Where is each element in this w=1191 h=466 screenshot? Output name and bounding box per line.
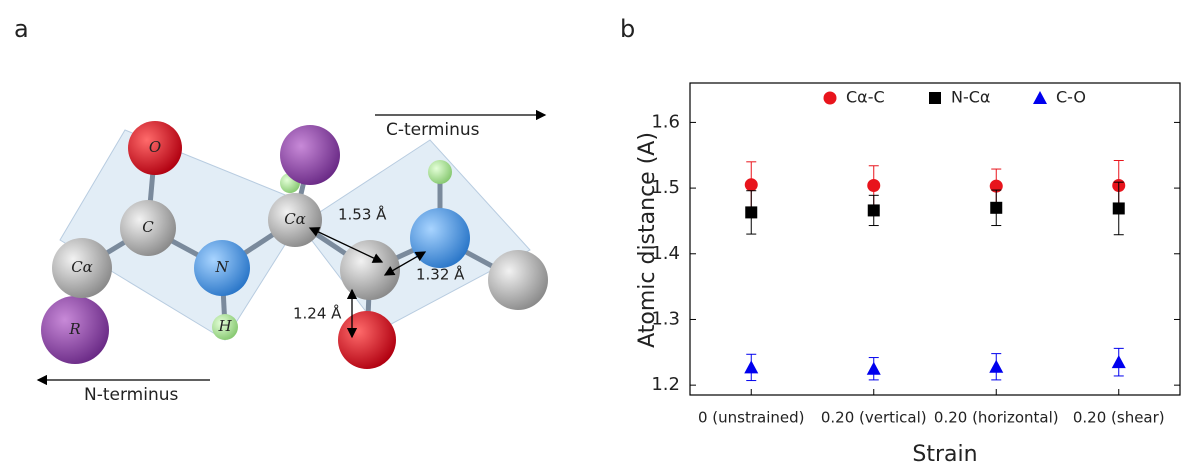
terminus-label: N-terminus xyxy=(84,385,178,405)
legend-label: C-O xyxy=(1056,88,1086,107)
plot-frame xyxy=(689,82,1181,396)
legend-label: N-Cα xyxy=(951,88,990,107)
atom-c xyxy=(52,238,112,298)
y-tick-label: 1.4 xyxy=(651,243,680,264)
atom-o xyxy=(128,121,182,175)
legend-label: Cα-C xyxy=(846,88,885,107)
distance-label: 1.24 Å xyxy=(293,304,342,323)
atom-r xyxy=(41,296,109,364)
data-point xyxy=(989,179,1003,193)
y-tick-label: 1.2 xyxy=(651,374,680,395)
atom-label: Cα xyxy=(284,210,306,228)
data-point xyxy=(745,206,758,219)
x-tick-label: 0.20 (horizontal) xyxy=(934,409,1059,427)
y-tick-label: 1.6 xyxy=(651,111,680,132)
atom-c xyxy=(488,250,548,310)
atom-n xyxy=(194,240,250,296)
atom-label: R xyxy=(68,320,80,338)
data-point xyxy=(1112,202,1125,215)
distance-label: 1.53 Å xyxy=(338,205,387,224)
data-point xyxy=(989,359,1004,373)
legend-marker xyxy=(929,92,941,104)
atom-label: N xyxy=(214,258,229,276)
diagram: O C Cα N Cα R H 1.53 Å 1.32 Å 1.24 Å C-t… xyxy=(36,109,548,405)
terminus-label: C-terminus xyxy=(386,120,480,140)
atom-label: O xyxy=(149,138,161,156)
atom-h xyxy=(212,314,238,340)
data-point xyxy=(867,178,881,192)
panel-label: a xyxy=(14,15,29,43)
atom-h xyxy=(428,160,452,184)
data-point xyxy=(744,360,759,374)
atom-label: H xyxy=(217,317,232,335)
y-tick-label: 1.3 xyxy=(651,308,680,329)
x-axis-label: Strain xyxy=(912,442,977,466)
panel-label: b xyxy=(620,15,635,43)
data-point xyxy=(990,201,1003,214)
atom-n xyxy=(410,208,470,268)
x-tick-label: 0.20 (vertical) xyxy=(821,409,927,427)
atom-o xyxy=(338,311,396,369)
atom-label: Cα xyxy=(71,258,93,276)
data-point xyxy=(866,361,881,375)
y-tick-label: 1.5 xyxy=(651,177,680,198)
legend-marker xyxy=(823,91,837,105)
atom-c xyxy=(340,240,400,300)
atom-r xyxy=(280,125,340,185)
data-point xyxy=(744,178,758,192)
atom-c xyxy=(268,193,322,247)
data-point xyxy=(867,204,880,217)
atom-c xyxy=(120,200,176,256)
legend-marker xyxy=(1033,91,1047,104)
distance-arrows xyxy=(308,227,427,339)
x-tick-label: 0 (unstrained) xyxy=(698,409,805,427)
atom-label: C xyxy=(142,218,154,236)
distance-label: 1.32 Å xyxy=(416,265,465,284)
data-point xyxy=(1111,355,1126,369)
x-tick-label: 0.20 (shear) xyxy=(1073,409,1165,427)
y-axis-label: Atomic distance (A) xyxy=(635,132,660,348)
